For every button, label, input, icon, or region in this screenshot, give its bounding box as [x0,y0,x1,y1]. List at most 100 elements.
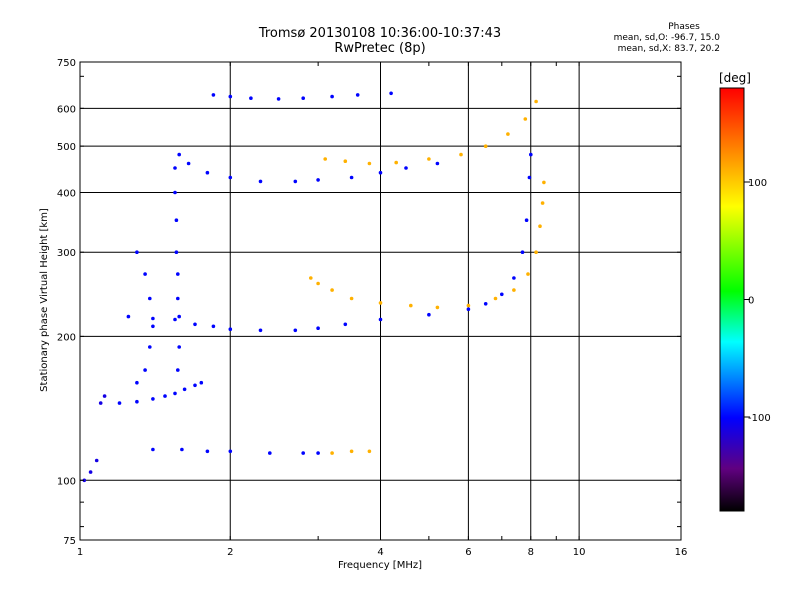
o-mode-point [276,97,281,101]
o-mode-point [483,302,488,306]
o-mode-point [82,478,87,483]
x-mode-point [367,449,372,454]
x-mode-point [330,288,334,292]
o-mode-point [151,316,155,321]
x-tick-label: 1 [77,547,83,558]
x-mode-point [316,281,320,286]
o-mode-point [199,380,204,385]
x-tick-label: 6 [465,547,471,558]
o-mode-point [135,250,139,254]
x-mode-point [523,117,528,121]
o-mode-point [293,179,298,184]
y-axis-label: Stationary phase Virtual Height [km] [39,208,50,392]
x-mode-point [349,296,354,301]
o-mode-point [316,178,320,182]
o-mode-point [228,327,233,332]
colorbar-label: [deg] [719,71,751,85]
o-mode-point [98,401,103,405]
x-mode-point [493,296,498,301]
o-mode-point [163,394,167,398]
o-mode-point [135,399,139,404]
o-mode-point [126,314,131,319]
o-mode-point [148,345,152,349]
o-mode-point [349,175,354,180]
x-mode-point [394,160,399,165]
o-mode-point [466,307,471,312]
o-mode-point [211,93,216,97]
phase-stats-o: mean, sd,O: -96.7, 15.0 [613,33,720,43]
x-tick-label: 10 [573,547,586,558]
o-mode-point [186,161,191,166]
o-mode-point [524,218,529,222]
x-mode-point [506,132,510,136]
x-mode-point [534,250,538,254]
y-tick-label: 750 [57,58,76,69]
x-mode-point [466,303,471,308]
data-points [82,91,546,483]
o-mode-point [293,328,298,333]
o-mode-point [173,391,177,396]
o-mode-point [404,166,408,170]
colorbar-tick-label: 100 [748,178,767,189]
o-mode-point [435,161,440,166]
o-mode-point [249,96,253,100]
o-mode-point [228,449,233,454]
o-mode-point [193,322,197,327]
x-tick-label: 2 [227,547,233,558]
y-tick-label: 400 [57,188,76,199]
colorbar-ticks: -100 0 100 [744,178,771,424]
x-mode-point [435,305,440,310]
o-mode-point [378,170,383,175]
colorbar-tick-label: -100 [748,413,771,424]
x-tick-label: 16 [675,547,688,558]
x-mode-point [483,144,488,148]
x-ticks: 1 2 4 6 8 10 16 [77,62,688,558]
o-mode-point [177,314,181,319]
o-mode-point [135,380,139,385]
x-axis-label: Frequency [MHz] [338,560,422,571]
x-mode-point [459,152,463,157]
x-mode-point [343,159,348,163]
o-mode-point [173,317,177,322]
y-tick-label: 300 [57,248,76,259]
x-mode-point [538,224,542,228]
chart-subtitle: RwPretec (8p) [334,41,426,56]
o-mode-point [268,451,272,455]
grid-lines [80,62,681,540]
o-mode-point [177,152,181,157]
phase-stats: Phases mean, sd,O: -96.7, 15.0 mean, sd,… [608,22,720,55]
o-mode-point [205,449,210,454]
o-mode-point [173,190,177,195]
x-mode-point [349,449,354,454]
o-mode-point [258,328,263,333]
colorbar-tick-label: 0 [748,296,754,307]
o-mode-point [88,470,93,474]
o-mode-point [193,383,197,388]
o-mode-point [211,324,216,329]
x-mode-point [540,201,545,205]
o-mode-point [94,458,99,463]
y-ticks: 75 100 200 300 400 500 600 750 [57,58,681,547]
x-mode-point [542,180,546,185]
x-mode-point [427,157,431,161]
o-mode-point [301,451,306,455]
y-tick-label: 100 [57,476,76,487]
x-tick-label: 4 [377,547,383,558]
y-tick-label: 600 [57,104,76,115]
o-mode-point [520,250,525,254]
x-mode-point [378,301,383,305]
y-tick-label: 200 [57,332,76,343]
o-mode-point [176,296,180,301]
o-mode-point [182,387,187,392]
o-mode-point [378,317,383,322]
o-mode-point [180,447,184,452]
o-mode-point [529,152,533,157]
y-tick-label: 75 [63,536,76,547]
o-mode-point [228,94,233,99]
x-mode-point [367,161,372,166]
o-mode-point [151,447,155,452]
phase-stats-x: mean, sd,X: 83.7, 20.2 [617,44,720,54]
o-mode-point [427,312,431,317]
x-mode-point [309,276,313,280]
